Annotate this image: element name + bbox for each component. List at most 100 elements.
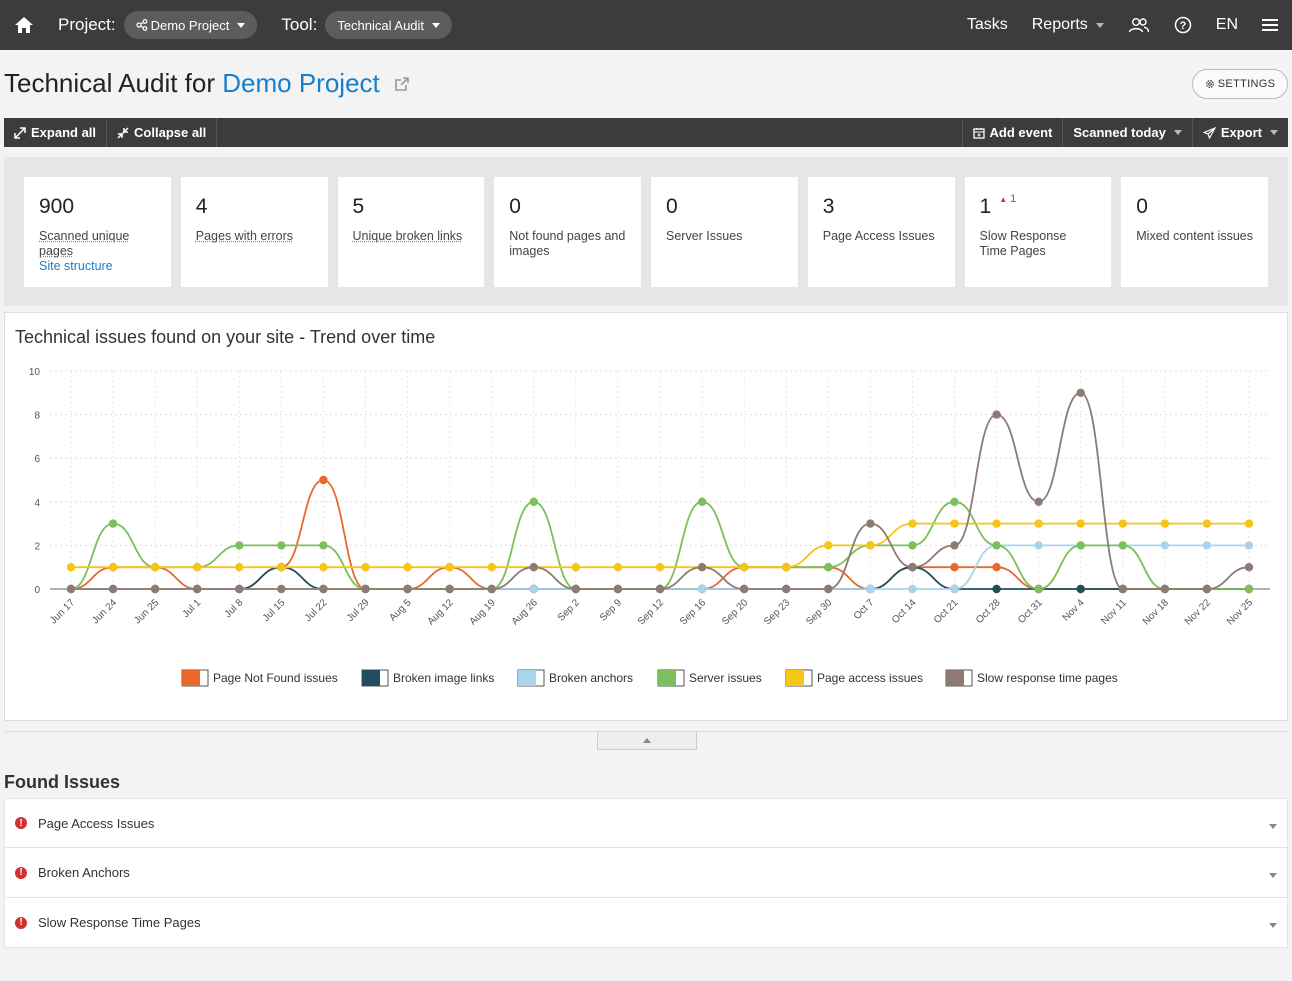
language-selector[interactable]: EN [1215, 16, 1238, 33]
x-tick-label: Jun 24 [90, 597, 119, 626]
stat-card[interactable]: 0 Not found pages and images [494, 177, 641, 287]
chevron-down-icon[interactable] [1269, 923, 1277, 928]
chevron-down-icon [432, 22, 441, 28]
data-point [824, 563, 833, 572]
data-point [445, 584, 454, 594]
users-icon[interactable] [1128, 17, 1150, 33]
x-tick-label: Oct 31 [1016, 597, 1045, 626]
arrow-up-icon: ▲ [999, 195, 1008, 204]
data-point [361, 584, 370, 594]
home-icon[interactable] [14, 15, 36, 35]
found-issues-title: Found Issues [4, 772, 121, 792]
legend-label: Slow response time pages [977, 671, 1118, 685]
legend-swatch [786, 670, 804, 686]
x-tick-label: Sep 12 [636, 597, 666, 627]
issue-row[interactable]: ! Slow Response Time Pages [4, 898, 1288, 948]
export-dropdown[interactable]: Export [1191, 118, 1288, 147]
issue-row[interactable]: ! Broken Anchors [4, 848, 1288, 898]
stat-label: Unique broken links [352, 229, 463, 243]
stat-card[interactable]: 5 Unique broken links [337, 177, 485, 287]
data-point [277, 584, 286, 594]
x-tick-label: Jul 8 [223, 597, 246, 620]
chevron-down-icon[interactable] [1269, 873, 1277, 878]
data-point [613, 584, 623, 594]
x-tick-label: Sep 16 [678, 597, 708, 627]
add-event-label: Add event [989, 125, 1053, 140]
x-tick-label: Oct 14 [890, 597, 919, 626]
stat-card[interactable]: 0 Mixed content issues [1121, 177, 1268, 287]
chevron-down-icon [1270, 130, 1278, 135]
chevron-down-icon[interactable] [1269, 824, 1277, 829]
x-tick-label: Jun 25 [132, 597, 161, 626]
stat-value: 4 [195, 195, 208, 218]
data-point [866, 519, 875, 528]
tool-selector[interactable]: Technical Audit [325, 11, 453, 39]
issue-row[interactable]: ! Page Access Issues [4, 798, 1288, 848]
data-point [866, 584, 875, 594]
stat-card[interactable]: 3 Page Access Issues [807, 177, 955, 287]
data-point [1034, 497, 1043, 506]
scanned-dropdown[interactable]: Scanned today [1062, 118, 1191, 147]
legend-item: Broken anchors [517, 669, 633, 687]
chevron-down-icon [1173, 130, 1182, 135]
expand-all-label: Expand all [31, 125, 97, 140]
legend-item: Slow response time pages [945, 669, 1118, 687]
stat-value: 0 [509, 195, 521, 218]
tasks-link[interactable]: Tasks [966, 16, 1008, 33]
site-structure-link[interactable]: Site structure [39, 259, 113, 273]
reports-menu[interactable]: Reports [1032, 16, 1104, 34]
data-point [235, 563, 244, 572]
project-label: Project: [58, 15, 116, 34]
stat-card[interactable]: 900 Scanned unique pages Site structure [24, 177, 171, 287]
expand-all-button[interactable]: Expand all [4, 118, 108, 147]
x-tick-label: Sep 2 [556, 597, 583, 624]
stat-card[interactable]: 4 Pages with errors [180, 177, 328, 287]
gear-icon [1205, 80, 1214, 88]
settings-button[interactable]: SETTINGS [1192, 69, 1288, 99]
data-point [403, 563, 412, 572]
stat-card[interactable]: 0 Server Issues [651, 177, 798, 287]
stat-card[interactable]: 1 ▲ 1 Slow Response Time Pages [964, 177, 1112, 287]
data-point [108, 519, 118, 528]
data-point [277, 563, 286, 572]
data-point [487, 584, 496, 594]
hamburger-menu-icon[interactable] [1262, 18, 1278, 32]
legend-item: Server issues [657, 669, 762, 687]
data-point [950, 497, 959, 506]
issue-label: Slow Response Time Pages [38, 915, 201, 930]
collapse-all-button[interactable]: Collapse all [107, 118, 218, 147]
data-point [782, 563, 791, 572]
legend-swatch [946, 670, 964, 686]
collapse-chart-button[interactable] [597, 732, 697, 750]
stat-label: Mixed content issues [1136, 229, 1253, 243]
collapse-icon [117, 126, 129, 139]
legend-label: Page Not Found issues [213, 671, 338, 685]
legend-label: Server issues [689, 671, 762, 685]
data-point [235, 541, 244, 550]
issues-list: ! Page Access Issues ! Broken Anchors ! … [4, 798, 1288, 948]
legend-label: Broken anchors [549, 671, 633, 685]
x-tick-label: Aug 12 [426, 597, 456, 627]
add-event-button[interactable]: Add event [961, 118, 1063, 147]
external-link-icon[interactable] [393, 69, 411, 100]
data-point [908, 519, 917, 528]
trend-chart-panel: Technical issues found on your site - Tr… [4, 312, 1288, 721]
stats-panel: 900 Scanned unique pages Site structure … [4, 157, 1288, 306]
data-point [150, 563, 160, 572]
data-point [319, 541, 328, 550]
data-point [529, 584, 538, 594]
chevron-down-icon [1095, 22, 1104, 28]
stat-label: Server Issues [666, 229, 743, 243]
project-selector[interactable]: Demo Project [123, 11, 258, 39]
data-point [1244, 584, 1254, 594]
data-point [697, 563, 707, 572]
data-point [1160, 541, 1170, 550]
data-point [1160, 519, 1170, 528]
data-point [487, 563, 496, 572]
project-link[interactable]: Demo Project [222, 67, 380, 98]
export-label: Export [1220, 125, 1262, 140]
data-point [1118, 584, 1127, 594]
data-point [992, 519, 1001, 528]
help-icon[interactable]: ? [1174, 16, 1192, 34]
collapse-all-label: Collapse all [134, 125, 207, 140]
